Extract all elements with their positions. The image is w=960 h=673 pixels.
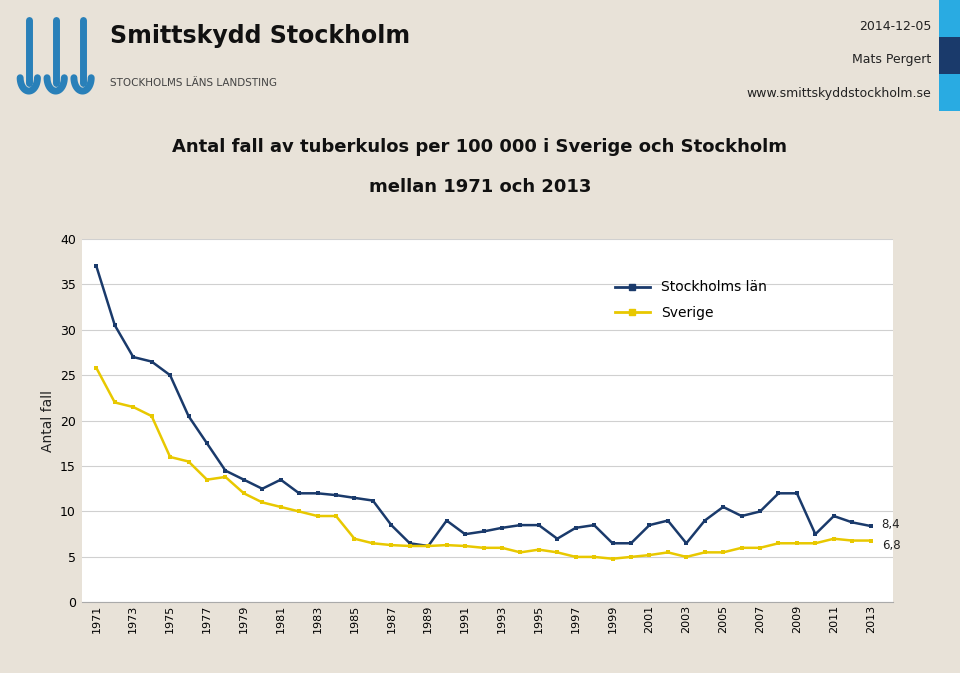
Text: 2014-12-05: 2014-12-05 [859,20,931,33]
Text: 8,4: 8,4 [881,518,900,531]
Y-axis label: Antal fall: Antal fall [40,390,55,452]
Text: Smittskydd Stockholm: Smittskydd Stockholm [110,24,411,48]
Legend: Stockholms län, Sverige: Stockholms län, Sverige [610,275,772,325]
Text: STOCKHOLMS LÄNS LANDSTING: STOCKHOLMS LÄNS LANDSTING [110,78,277,87]
Text: www.smittskyddstockholm.se: www.smittskyddstockholm.se [747,87,931,100]
Text: Antal fall av tuberkulos per 100 000 i Sverige och Stockholm: Antal fall av tuberkulos per 100 000 i S… [173,138,787,156]
Text: 6,8: 6,8 [881,538,900,552]
Text: mellan 1971 och 2013: mellan 1971 och 2013 [369,178,591,197]
Text: Mats Pergert: Mats Pergert [852,53,931,67]
Bar [939,0,960,37]
Bar [939,37,960,74]
Bar [939,74,960,111]
